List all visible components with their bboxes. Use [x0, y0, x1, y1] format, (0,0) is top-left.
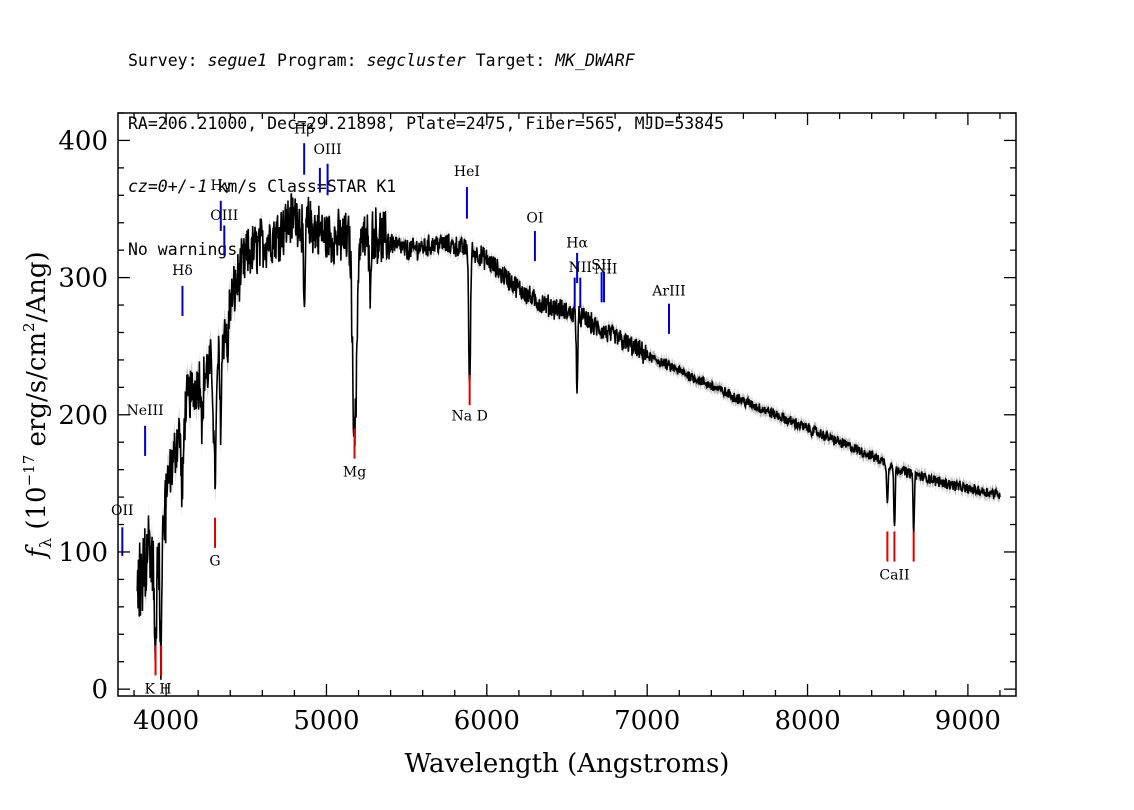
x-axis-label: Wavelength (Angstroms): [405, 749, 730, 779]
header-line-survey: Survey: segue1 Program: segcluster Targe…: [128, 50, 724, 71]
axes-layer: 4000 5000 6000 7000 8000 9000 0 100 200 300 400: [58, 112, 1016, 736]
emission-line-label: SII: [591, 257, 612, 273]
y-label-post: /Ang): [22, 251, 52, 322]
y-label-mid: erg/s/cm: [22, 332, 52, 455]
emission-line-label: Hβ: [294, 122, 314, 138]
redshift-value: cz=0+/-1: [128, 177, 208, 196]
y-label-exp1: −17: [20, 455, 38, 487]
y-tick-label: 100: [58, 538, 108, 568]
y-tick-label: 0: [91, 675, 108, 705]
emission-line-label: HeI: [454, 164, 480, 180]
emission-line-label: NeIII: [127, 403, 164, 419]
class-text: km/s Class=STAR K1: [207, 177, 397, 196]
x-tick-label: 6000: [454, 706, 520, 736]
emission-line-label: Hα: [566, 235, 588, 251]
emission-line-label: Hγ: [210, 178, 231, 194]
y-label-pre: (10: [22, 486, 52, 538]
program-value: segcluster: [366, 51, 466, 70]
spectrum-line: [136, 193, 1001, 680]
plot-frame: [117, 112, 1017, 697]
emission-line-label: OIII: [314, 142, 342, 158]
x-tick-label: 7000: [614, 706, 680, 736]
y-axis-label: fλ (10−17 erg/s/cm2/Ang): [20, 251, 55, 559]
y-label-lambda: λ: [36, 538, 55, 548]
y-tick-label: 200: [58, 401, 108, 431]
emission-line-label: NII: [594, 261, 617, 277]
emission-line-label: NII: [569, 260, 592, 276]
emission-line-label: ArIII: [651, 283, 685, 299]
absorption-line-label: K H: [145, 681, 172, 697]
x-tick-label: 5000: [293, 706, 359, 736]
absorption-line-label: CaII: [879, 567, 909, 583]
emission-line-label: OI: [526, 211, 543, 227]
program-label: Program:: [267, 51, 367, 70]
header-line-coords: RA=206.21000, Dec=29.21898, Plate=2475, …: [128, 114, 725, 133]
absorption-line-label: G: [209, 554, 220, 570]
absorption-line-label: Mg: [343, 465, 366, 481]
header-line-redshift: cz=0+/-1 km/s Class=STAR K1: [128, 176, 724, 197]
survey-label: Survey:: [128, 51, 208, 70]
absorption-line-label: Na D: [452, 408, 488, 424]
x-tick-label: 9000: [935, 706, 1001, 736]
y-label-exp2: 2: [20, 322, 38, 332]
x-tick-label: 4000: [133, 706, 199, 736]
y-tick-label: 300: [58, 264, 108, 294]
y-tick-label: 400: [58, 126, 108, 156]
survey-value: segue1: [207, 51, 268, 70]
emission-line-label: OIII: [210, 208, 238, 224]
target-value: MK_DWARF: [555, 51, 635, 70]
error-band: [137, 187, 1000, 693]
emission-line-label: Hδ: [172, 263, 193, 279]
x-tick-label: 8000: [774, 706, 840, 736]
target-label: Target:: [465, 51, 556, 70]
emission-line-label: OII: [111, 503, 134, 519]
spectrum-header: Survey: segue1 Program: segcluster Targe…: [128, 8, 724, 281]
